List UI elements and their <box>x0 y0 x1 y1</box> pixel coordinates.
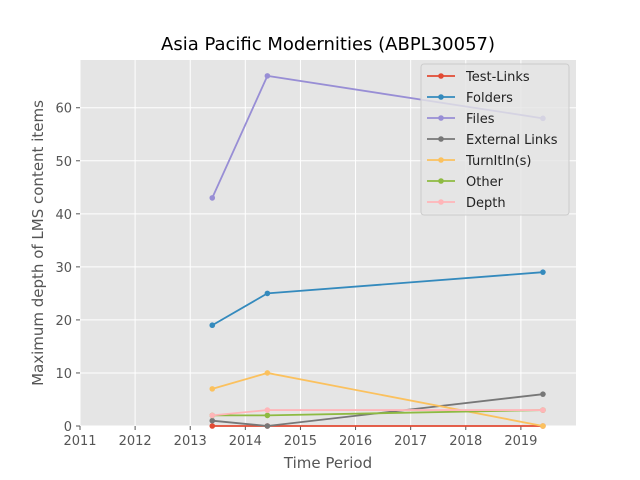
legend-label: Files <box>466 112 495 127</box>
legend-label: Other <box>466 175 504 190</box>
legend-label: Folders <box>466 91 513 106</box>
legend-item: Test-Links <box>427 70 530 85</box>
data-point-files <box>209 195 216 201</box>
series-turnitin-s <box>209 370 546 429</box>
x-tick-label: 2013 <box>174 434 207 449</box>
x-tick-label: 2011 <box>63 434 96 449</box>
data-point-depth <box>209 412 216 419</box>
data-point-depth <box>540 407 546 413</box>
data-point-turnitin-s <box>264 370 271 376</box>
legend-item: Depth <box>427 196 506 211</box>
x-tick-label: 2015 <box>284 434 317 449</box>
chart-title: Asia Pacific Modernities (ABPL30057) <box>161 34 495 55</box>
legend-marker <box>438 94 444 100</box>
data-point-folders <box>264 290 271 297</box>
data-point-turnitin-s <box>209 386 216 392</box>
y-axis: 0 10 20 30 40 50 60 <box>55 102 80 435</box>
y-tick-label: 0 <box>64 420 72 435</box>
y-tick-label: 50 <box>55 155 72 170</box>
legend-label: External Links <box>466 133 558 148</box>
data-point-external-links <box>264 423 271 429</box>
legend-item: Other <box>427 175 504 190</box>
legend-item: TurnItIn(s) <box>427 154 531 169</box>
data-point-other <box>264 412 271 419</box>
data-point-test-links <box>209 423 216 429</box>
series-depth <box>209 407 546 419</box>
x-tick-label: 2012 <box>119 434 152 449</box>
legend-marker <box>438 73 444 79</box>
legend-item: External Links <box>427 133 558 148</box>
x-axis-label: Time Period <box>283 454 372 472</box>
x-tick-label: 2014 <box>229 434 262 449</box>
data-point-turnitin-s <box>540 423 546 429</box>
data-point-folders <box>209 322 216 329</box>
x-tick-label: 2016 <box>339 434 372 449</box>
series-folders <box>209 269 546 329</box>
legend-label: Test-Links <box>465 70 530 85</box>
legend-marker <box>438 199 444 205</box>
legend-marker <box>438 136 444 142</box>
legend-box <box>420 63 570 216</box>
data-point-folders <box>540 269 546 275</box>
data-point-external-links <box>209 417 216 424</box>
y-tick-label: 10 <box>55 367 72 382</box>
y-tick-label: 30 <box>55 261 72 276</box>
x-axis: 2011 2012 2013 2014 2015 2016 2017 2018 2019 <box>63 426 537 449</box>
x-tick-label: 2018 <box>449 434 482 449</box>
legend: Test-Links Folders Files External Links Turn… <box>420 63 570 216</box>
data-point-depth <box>264 407 271 413</box>
legend-label: TurnItIn(s) <box>465 154 531 169</box>
legend-marker <box>438 157 444 163</box>
data-point-files <box>264 73 271 79</box>
x-tick-label: 2017 <box>394 434 427 449</box>
y-axis-label: Maximum depth of LMS content items <box>29 100 47 386</box>
y-tick-label: 40 <box>55 208 72 223</box>
x-tick-label: 2019 <box>504 434 537 449</box>
legend-marker <box>438 115 444 121</box>
y-tick-label: 60 <box>55 102 72 117</box>
legend-item: Files <box>427 112 495 127</box>
legend-marker <box>438 178 444 184</box>
legend-label: Depth <box>466 196 506 211</box>
legend-item: Folders <box>427 91 513 106</box>
data-point-external-links <box>540 391 546 397</box>
y-tick-label: 20 <box>55 314 72 329</box>
series-external-links <box>209 391 546 429</box>
